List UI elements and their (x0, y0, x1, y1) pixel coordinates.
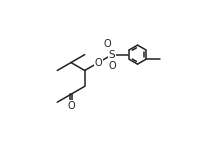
Text: O: O (108, 61, 116, 71)
Text: S: S (109, 50, 115, 60)
Text: O: O (67, 101, 75, 111)
Text: O: O (95, 58, 102, 68)
Text: O: O (104, 40, 111, 49)
